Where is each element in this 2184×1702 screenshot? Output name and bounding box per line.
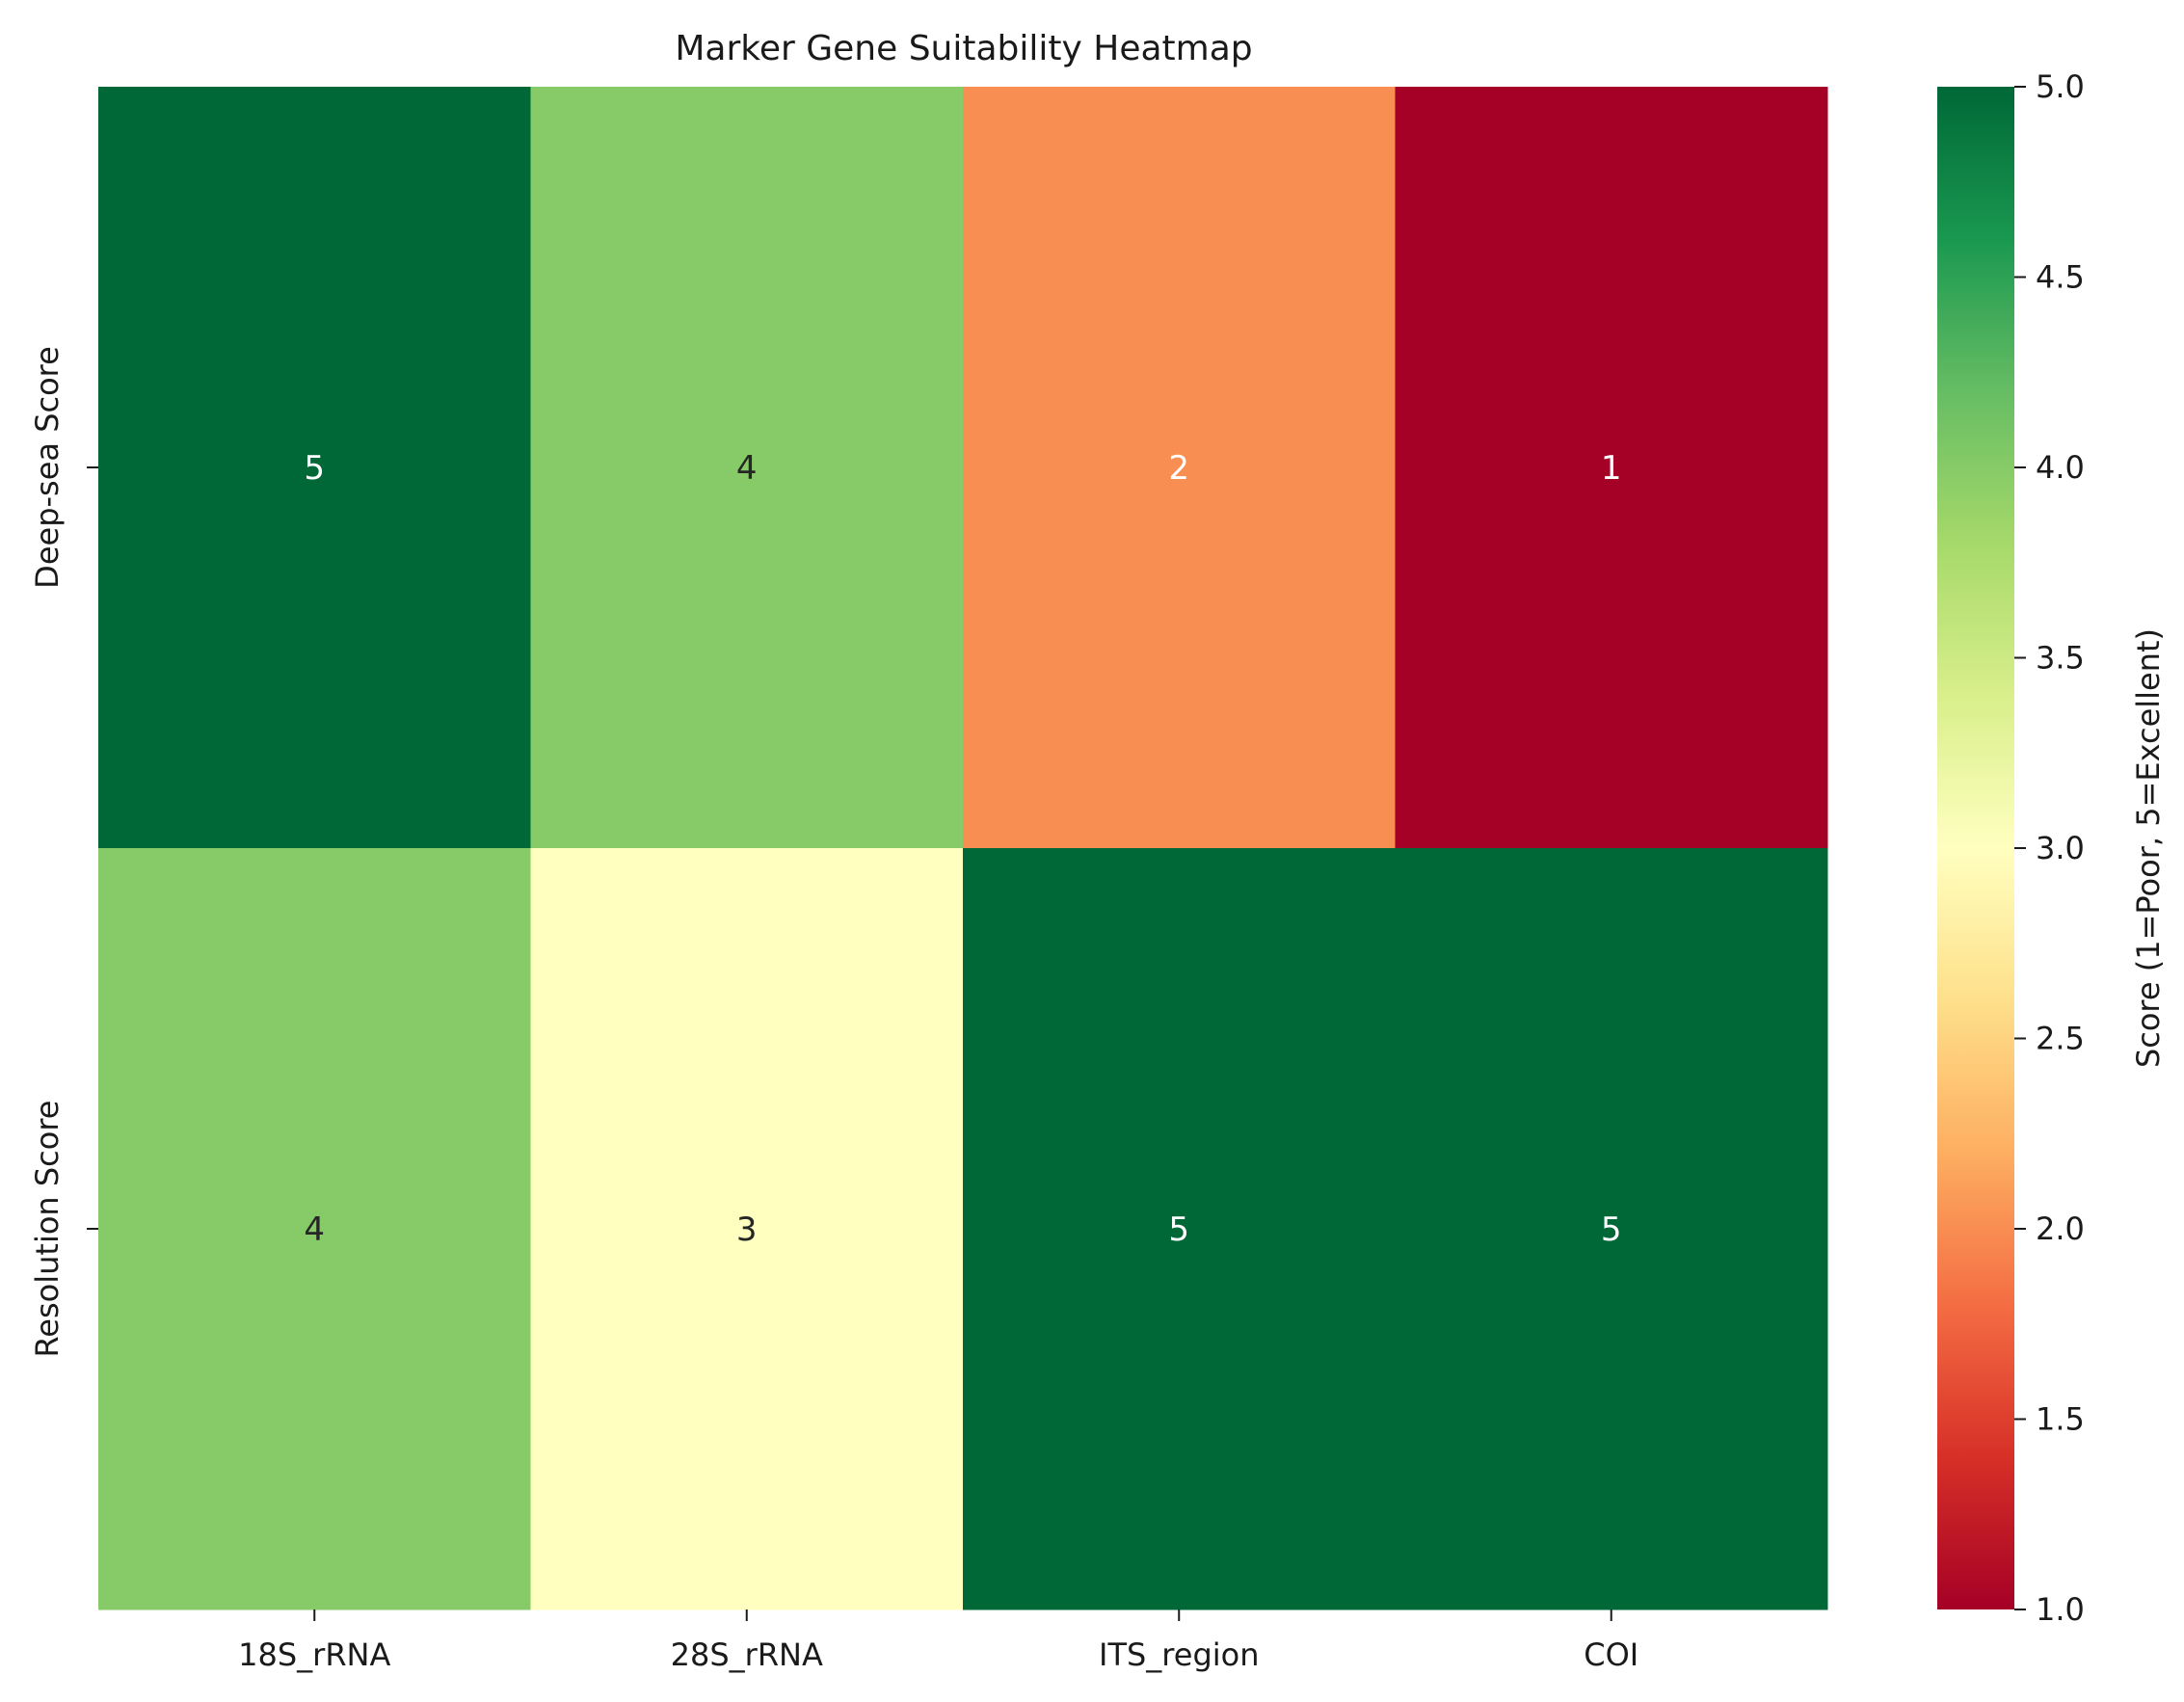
x-tick-label: COI (1584, 1636, 1638, 1673)
heatmap-cell (530, 848, 964, 1610)
x-tick-label: 18S_rRNA (238, 1636, 390, 1673)
heatmap-cells (98, 87, 1828, 1610)
colorbar-tick-label: 3.0 (2036, 830, 2085, 866)
colorbar-tick-label: 2.5 (2036, 1021, 2085, 1057)
colorbar-tick-label: 4.0 (2036, 449, 2085, 486)
heatmap-cell (98, 87, 531, 849)
cell-value-label: 5 (1601, 1210, 1622, 1249)
colorbar-label: Score (1=Poor, 5=Excellent) (2130, 628, 2167, 1068)
chart-title: Marker Gene Suitability Heatmap (675, 29, 1252, 68)
x-tick-label: ITS_region (1099, 1636, 1260, 1673)
heatmap-cell (98, 848, 531, 1610)
heatmap-cell (963, 87, 1396, 849)
cell-value-label: 5 (1168, 1210, 1189, 1249)
y-tick-label: Deep-sea Score (29, 346, 66, 589)
heatmap-cell (963, 848, 1396, 1610)
colorbar-tick-label: 3.5 (2036, 640, 2085, 677)
colorbar-tick-label: 1.5 (2036, 1401, 2085, 1438)
heatmap-cell (530, 87, 964, 849)
heatmap-cell-labels: 5 4 2 1 4 3 5 5 (304, 449, 1621, 1249)
cell-value-label: 2 (1168, 449, 1189, 488)
cell-value-label: 4 (304, 1210, 325, 1249)
cell-value-label: 4 (736, 449, 758, 488)
y-tick-label: Resolution Score (29, 1101, 66, 1358)
colorbar-axis: 1.0 1.5 2.0 2.5 3.0 3.5 4.0 4.5 5.0 (2014, 68, 2085, 1628)
cell-value-label: 3 (736, 1210, 758, 1249)
colorbar-tick-label: 2.0 (2036, 1210, 2085, 1247)
colorbar-tick-label: 5.0 (2036, 68, 2085, 105)
colorbar-tick-label: 1.0 (2036, 1591, 2085, 1628)
cell-value-label: 5 (304, 449, 325, 488)
x-tick-label: 28S_rRNA (671, 1636, 823, 1673)
y-axis: Deep-sea Score Resolution Score (29, 346, 98, 1358)
heatmap-cell (1395, 848, 1828, 1610)
cell-value-label: 1 (1601, 449, 1622, 488)
x-axis: 18S_rRNA 28S_rRNA ITS_region COI (238, 1609, 1638, 1673)
colorbar (1937, 87, 2014, 1609)
colorbar-tick-label: 4.5 (2036, 259, 2085, 296)
heatmap-cell (1395, 87, 1828, 849)
